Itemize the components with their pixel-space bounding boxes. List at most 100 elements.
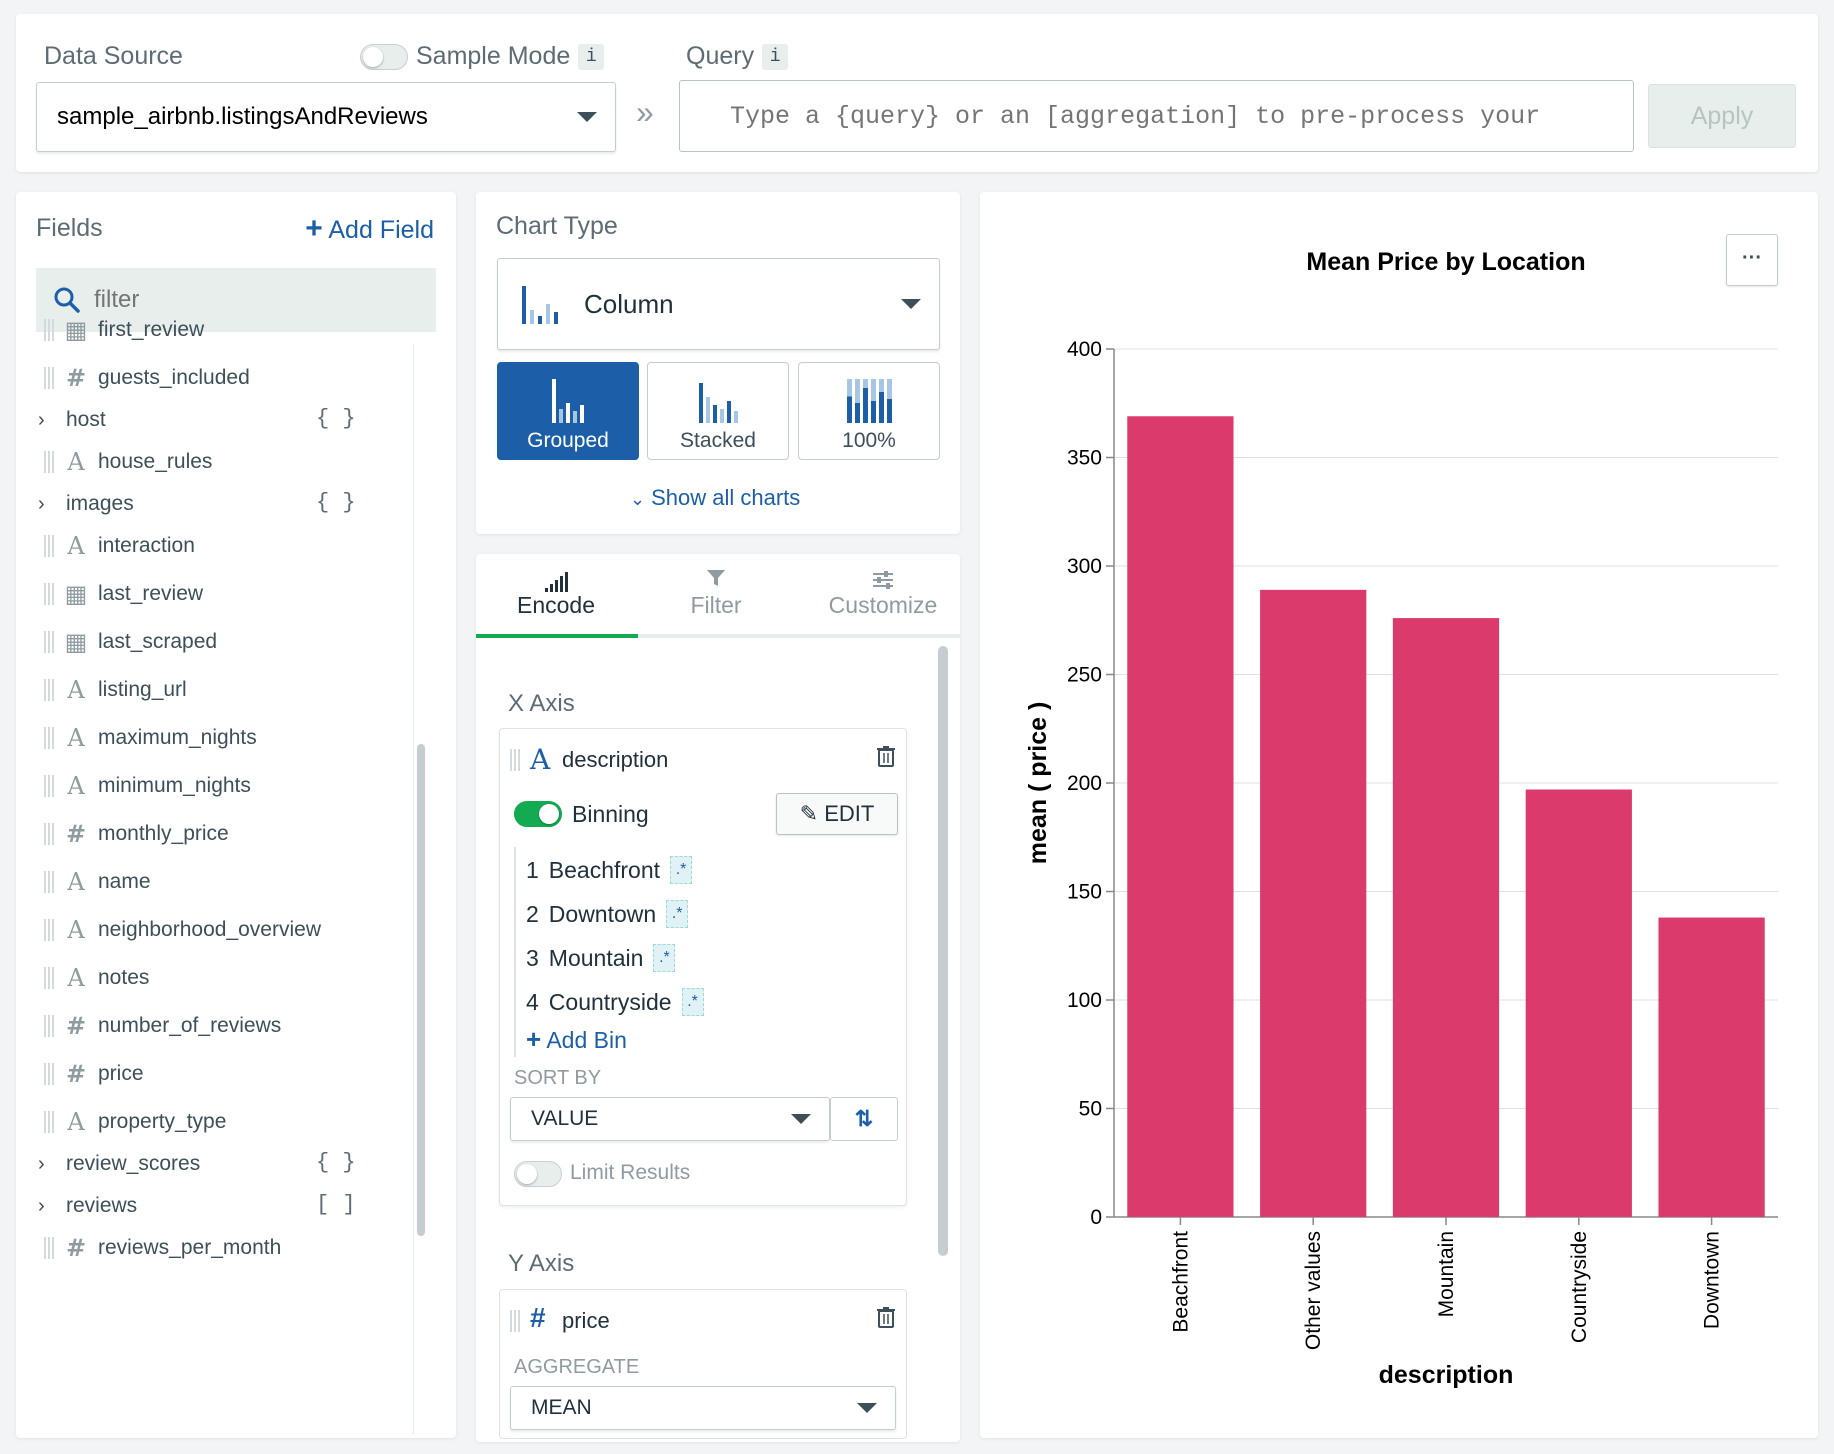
- drag-handle-icon[interactable]: [44, 1111, 54, 1133]
- stacked-chart-button[interactable]: Stacked: [647, 362, 789, 460]
- chart-menu-button[interactable]: ···: [1726, 234, 1778, 286]
- sort-direction-button[interactable]: ⇅: [830, 1097, 898, 1141]
- drag-handle-icon[interactable]: [44, 823, 54, 845]
- percent-chart-button[interactable]: 100%: [798, 362, 940, 460]
- drag-handle-icon[interactable]: [44, 919, 54, 941]
- drag-handle-icon[interactable]: [44, 631, 54, 653]
- sample-mode-toggle[interactable]: [360, 44, 408, 70]
- sample-mode-info-icon[interactable]: i: [578, 44, 605, 71]
- field-item-host[interactable]: › host: [38, 400, 106, 440]
- bar-countryside: [1525, 789, 1632, 1217]
- drag-handle-icon[interactable]: [44, 1237, 54, 1259]
- drag-handle-icon[interactable]: [44, 1063, 54, 1085]
- number-type-icon: #: [65, 1060, 87, 1088]
- double-arrow-icon: »: [636, 94, 654, 130]
- tab-underline: [476, 634, 960, 638]
- field-item-monthly-price[interactable]: # monthly_price: [44, 814, 229, 854]
- grouped-chart-button[interactable]: Grouped: [497, 362, 639, 460]
- limit-results-toggle[interactable]: [514, 1161, 562, 1187]
- drag-handle-icon[interactable]: [44, 583, 54, 605]
- field-item-guests-included[interactable]: # guests_included: [44, 358, 250, 398]
- field-item-last-review[interactable]: ▦ last_review: [44, 574, 203, 614]
- field-item-number-of-reviews[interactable]: # number_of_reviews: [44, 1006, 281, 1046]
- chevron-down-icon: [577, 112, 597, 122]
- drag-handle-icon[interactable]: [44, 679, 54, 701]
- fields-scrollbar[interactable]: [413, 344, 427, 1434]
- field-name: monthly_price: [98, 822, 229, 845]
- chevron-right-icon[interactable]: ›: [38, 1152, 45, 1175]
- y-field-name: price: [562, 1308, 610, 1333]
- tab-encode[interactable]: Encode: [476, 568, 636, 619]
- field-item-images[interactable]: › images: [38, 484, 134, 524]
- chart-type-title: Chart Type: [496, 212, 618, 240]
- number-type-icon: #: [530, 1302, 546, 1333]
- calendar-icon: ▦: [64, 628, 88, 656]
- bin-item[interactable]: 3 Mountain .*: [526, 944, 676, 972]
- encode-scrollbar[interactable]: [935, 644, 951, 1256]
- bin-number: 2: [526, 900, 539, 927]
- data-source-select[interactable]: sample_airbnb.listingsAndReviews: [36, 82, 616, 152]
- add-bin-button[interactable]: + Add Bin: [526, 1024, 627, 1054]
- bin-item[interactable]: 4 Countryside .*: [526, 988, 704, 1016]
- signal-bars-icon: [476, 568, 636, 592]
- calendar-icon: ▦: [64, 580, 88, 608]
- drag-handle-icon[interactable]: [510, 1310, 520, 1332]
- drag-handle-icon[interactable]: [44, 319, 54, 341]
- field-filter-input[interactable]: [94, 282, 414, 318]
- sort-select[interactable]: VALUE: [510, 1097, 830, 1141]
- field-item-reviews[interactable]: › reviews: [38, 1186, 137, 1226]
- y-tick-label: 100: [1067, 989, 1102, 1012]
- field-item-last-scraped[interactable]: ▦ last_scraped: [44, 622, 217, 662]
- trash-icon[interactable]: [876, 1306, 896, 1328]
- field-item-first-review[interactable]: ▦ first_review: [44, 310, 204, 350]
- chevron-right-icon[interactable]: ›: [38, 1194, 45, 1217]
- drag-handle-icon[interactable]: [510, 749, 520, 771]
- add-field-button[interactable]: + Add Field: [305, 212, 434, 245]
- bin-label: Beachfront: [548, 856, 661, 883]
- edit-bins-button[interactable]: ✎ EDIT: [776, 793, 898, 835]
- drag-handle-icon[interactable]: [44, 775, 54, 797]
- chart-type-select[interactable]: Column: [497, 258, 940, 350]
- drag-handle-icon[interactable]: [44, 367, 54, 389]
- field-item-price[interactable]: # price: [44, 1054, 144, 1094]
- show-all-charts-link[interactable]: ⌄ Show all charts: [630, 485, 801, 510]
- trash-icon[interactable]: [876, 745, 896, 767]
- tab-filter[interactable]: Filter: [636, 568, 796, 619]
- drag-handle-icon[interactable]: [44, 871, 54, 893]
- chevron-right-icon[interactable]: ›: [38, 408, 45, 431]
- bin-item[interactable]: 1 Beachfront .*: [526, 856, 693, 884]
- tab-customize[interactable]: Customize: [803, 568, 963, 619]
- number-type-icon: #: [65, 1012, 87, 1040]
- chart-type-value: Column: [584, 288, 674, 319]
- data-source-label: Data Source: [44, 42, 183, 70]
- binning-toggle[interactable]: [514, 801, 562, 827]
- field-item-reviews-per-month[interactable]: # reviews_per_month: [44, 1228, 281, 1268]
- bin-item[interactable]: 2 Downtown .*: [526, 900, 689, 928]
- bin-number: 3: [526, 944, 539, 971]
- apply-button[interactable]: Apply: [1648, 84, 1796, 148]
- number-type-icon: #: [65, 820, 87, 848]
- y-tick-label: 150: [1067, 881, 1102, 904]
- drag-handle-icon[interactable]: [44, 535, 54, 557]
- drag-handle-icon[interactable]: [44, 451, 54, 473]
- field-item-review-scores[interactable]: › review_scores: [38, 1144, 200, 1184]
- drag-handle-icon[interactable]: [44, 967, 54, 989]
- field-filter-box[interactable]: [36, 268, 436, 332]
- aggregate-select[interactable]: MEAN: [510, 1386, 896, 1430]
- drag-handle-icon[interactable]: [44, 727, 54, 749]
- query-input[interactable]: [679, 80, 1634, 152]
- x-tick-label: Other values: [1302, 1231, 1325, 1350]
- drag-handle-icon[interactable]: [44, 1015, 54, 1037]
- chevron-right-icon[interactable]: ›: [38, 492, 45, 515]
- query-info-icon[interactable]: i: [762, 44, 789, 71]
- y-axis-card: # price AGGREGATE MEAN: [499, 1289, 907, 1439]
